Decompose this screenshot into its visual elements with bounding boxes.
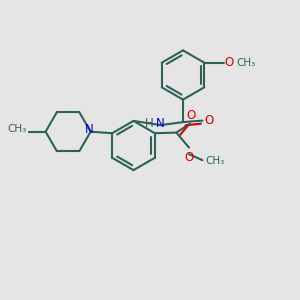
Text: O: O <box>224 56 233 69</box>
Text: N: N <box>85 123 94 136</box>
Text: CH₃: CH₃ <box>206 156 225 166</box>
Text: O: O <box>204 114 213 127</box>
Text: O: O <box>187 109 196 122</box>
Text: CH₃: CH₃ <box>236 58 256 68</box>
Text: N: N <box>156 117 165 130</box>
Text: CH₃: CH₃ <box>8 124 27 134</box>
Text: H: H <box>145 117 154 130</box>
Text: O: O <box>185 151 194 164</box>
